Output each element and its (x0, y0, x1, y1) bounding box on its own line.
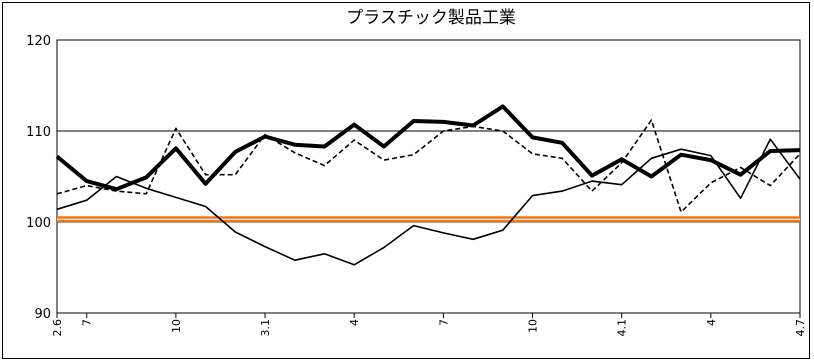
x-tick-label: 4.7 (794, 319, 807, 337)
x-tick-label: 4 (348, 319, 361, 326)
series-line-thick (55, 104, 801, 192)
x-tick-label: 4.1 (616, 319, 629, 337)
x-tick-label: 4 (705, 319, 718, 326)
x-tick-label: 7 (81, 319, 94, 326)
chart-title: プラスチック製品工業 (346, 8, 516, 28)
x-tick-label: 2.6 (51, 319, 64, 337)
y-tick-label: 100 (26, 216, 51, 231)
y-tick-label: 110 (26, 125, 51, 140)
x-tick-label: 10 (527, 319, 540, 333)
x-tick-label: 3.1 (259, 319, 272, 337)
x-tick-label: 10 (170, 319, 183, 333)
x-tick-label: 7 (437, 319, 450, 326)
plot-area (56, 39, 801, 314)
series-line-thin (56, 138, 801, 266)
y-tick-label: 90 (34, 307, 51, 322)
y-tick-label: 120 (26, 34, 51, 49)
series-line-dashed (56, 119, 801, 213)
